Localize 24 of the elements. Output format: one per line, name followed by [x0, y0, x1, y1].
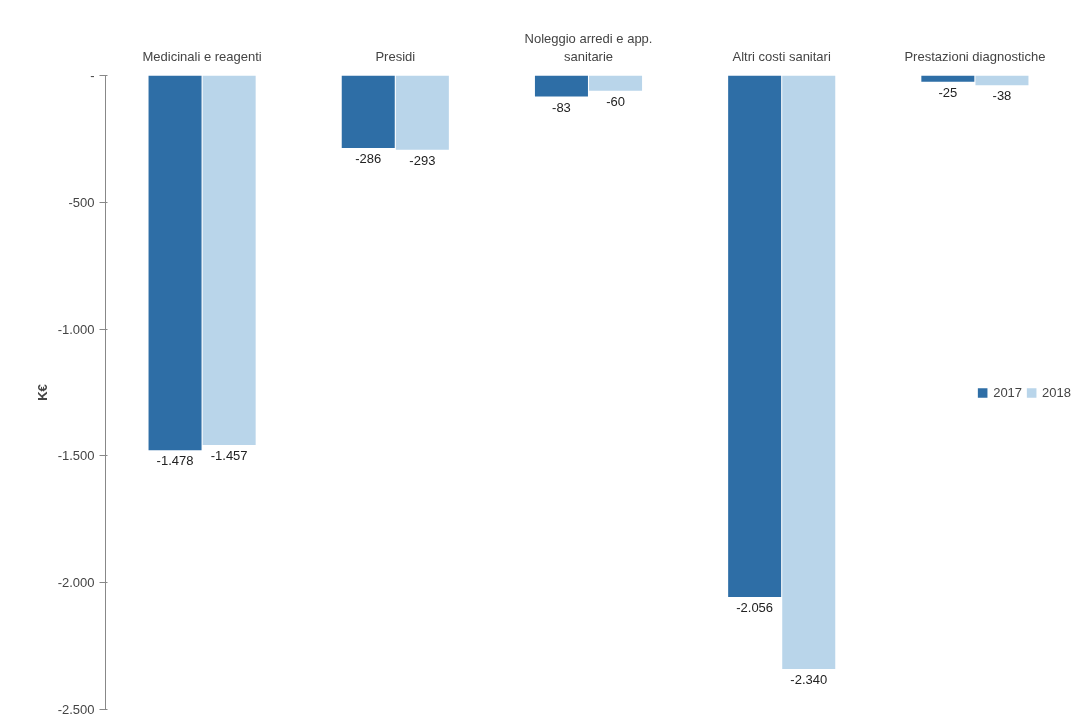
y-tick-label: -1.500	[57, 448, 95, 464]
y-axis-title: K€	[34, 384, 50, 401]
legend-label: 2017	[993, 384, 1023, 400]
x-tick-label: Presidi	[375, 48, 416, 64]
data-label: -60	[606, 93, 625, 109]
data-label: -25	[938, 84, 958, 100]
legend-label: 2018	[1042, 384, 1071, 400]
x-tick-label: Altri costi sanitari	[732, 48, 831, 64]
data-label: -2.340	[790, 671, 828, 687]
y-tick-label: -2.500	[57, 702, 95, 717]
data-label: -1.457	[210, 448, 248, 463]
data-label: -2.056	[736, 599, 774, 615]
data-label: -38	[992, 88, 1012, 104]
y-tick-label: -2.000	[57, 575, 95, 591]
data-label: -1.478	[156, 453, 194, 469]
data-label: -286	[355, 151, 382, 167]
y-tick-label: -500	[68, 194, 95, 210]
data-label: -293	[409, 152, 436, 168]
x-tick-label: Medicinali e reagenti	[142, 48, 262, 64]
y-tick-label: -1.000	[57, 321, 95, 337]
data-label: -83	[552, 99, 571, 115]
x-tick-label: Noleggio arredi e app. sanitarie	[524, 30, 653, 64]
y-tick-label: -	[90, 68, 95, 83]
x-tick-label: Prestazioni diagnostiche	[904, 48, 1046, 64]
